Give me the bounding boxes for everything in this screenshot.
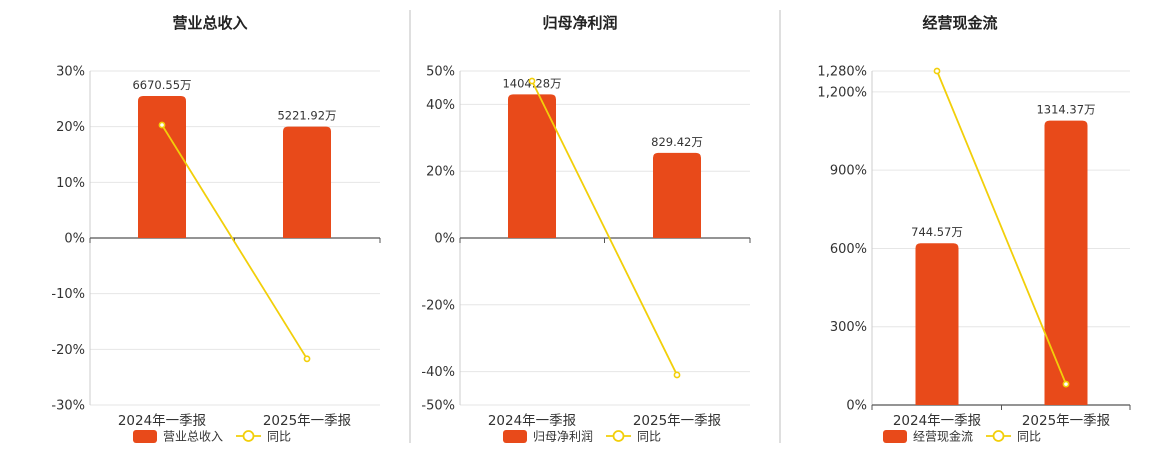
bar-data-label: 6670.55万 [132, 78, 191, 92]
y-tick-label: -40% [421, 365, 455, 380]
legend-line-label: 同比 [637, 430, 661, 444]
x-tick-label: 2025年一季报 [1022, 413, 1110, 429]
y-tick-label: 50% [426, 65, 455, 80]
bar [283, 126, 331, 238]
y-tick-label: 0% [64, 232, 85, 247]
yoy-line [161, 124, 308, 360]
legend-bar-swatch [883, 430, 907, 443]
yoy-point [158, 121, 166, 129]
y-tick-label: 1,280% [817, 65, 867, 80]
chart-title: 归母净利润 [542, 14, 617, 32]
yoy-line [531, 80, 678, 376]
legend-bar-label: 经营现金流 [913, 429, 973, 444]
bar-data-label: 1314.37万 [1036, 103, 1095, 117]
y-tick-label: -50% [421, 399, 455, 414]
yoy-line [936, 70, 1067, 385]
chart-panel-1: 营业总收入 30% 20% 10% 0% -10% -20% -30% 6670.55万 5221… [51, 14, 381, 444]
legend-line-label: 同比 [267, 430, 291, 444]
chart-title: 营业总收入 [172, 14, 247, 32]
yoy-point [303, 355, 311, 363]
legend-bar-swatch [503, 430, 527, 443]
bar-data-label: 5221.92万 [277, 109, 336, 123]
bar [1044, 120, 1088, 405]
bar [138, 96, 186, 238]
y-tick-label: 0% [434, 232, 455, 247]
y-tick-label: 0% [846, 399, 867, 414]
y-tick-label: 900% [830, 164, 867, 179]
y-tick-label: 1,200% [817, 85, 867, 100]
x-tick-label: 2024年一季报 [118, 413, 206, 429]
bar-data-label: 829.42万 [651, 135, 703, 149]
yoy-point [528, 77, 536, 85]
bar [915, 243, 959, 405]
y-tick-label: 30% [56, 65, 85, 80]
y-tick-label: -10% [51, 287, 85, 302]
x-tick-label: 2025年一季报 [263, 413, 351, 429]
legend-line-label: 同比 [1017, 430, 1041, 444]
y-tick-label: 20% [56, 120, 85, 135]
legend-line-marker [992, 430, 1005, 442]
y-tick-label: -20% [421, 298, 455, 313]
y-tick-label: 20% [426, 165, 455, 180]
x-tick-label: 2024年一季报 [488, 413, 576, 429]
yoy-point [933, 67, 941, 75]
x-tick-label: 2024年一季报 [893, 413, 981, 429]
legend-bar-label: 归母净利润 [533, 430, 593, 444]
chart-title: 经营现金流 [922, 14, 997, 32]
yoy-point [1062, 380, 1070, 388]
legend-line-marker [612, 430, 625, 442]
y-tick-label: 10% [56, 176, 85, 191]
bar-data-label: 744.57万 [911, 225, 963, 239]
legend-line-marker [242, 430, 255, 442]
legend-bar-label: 营业总收入 [163, 430, 223, 444]
yoy-point [673, 371, 681, 379]
y-tick-label: 40% [426, 98, 455, 113]
y-tick-label: -20% [51, 343, 85, 358]
y-tick-label: 600% [830, 242, 867, 257]
y-tick-label: -30% [51, 399, 85, 414]
chart-panel-3: 经营现金流 1,280% 1,200% 900% 600% 300% 0% 744.57万 13… [817, 14, 1131, 444]
legend-bar-swatch [133, 430, 157, 443]
bar [508, 94, 556, 238]
y-tick-label: 300% [830, 320, 867, 335]
chart-panel-2: 归母净利润50%40%20%0%-20%-40%-50%1404.28万829.… [421, 14, 751, 444]
bar [653, 152, 701, 238]
x-tick-label: 2025年一季报 [633, 413, 721, 429]
